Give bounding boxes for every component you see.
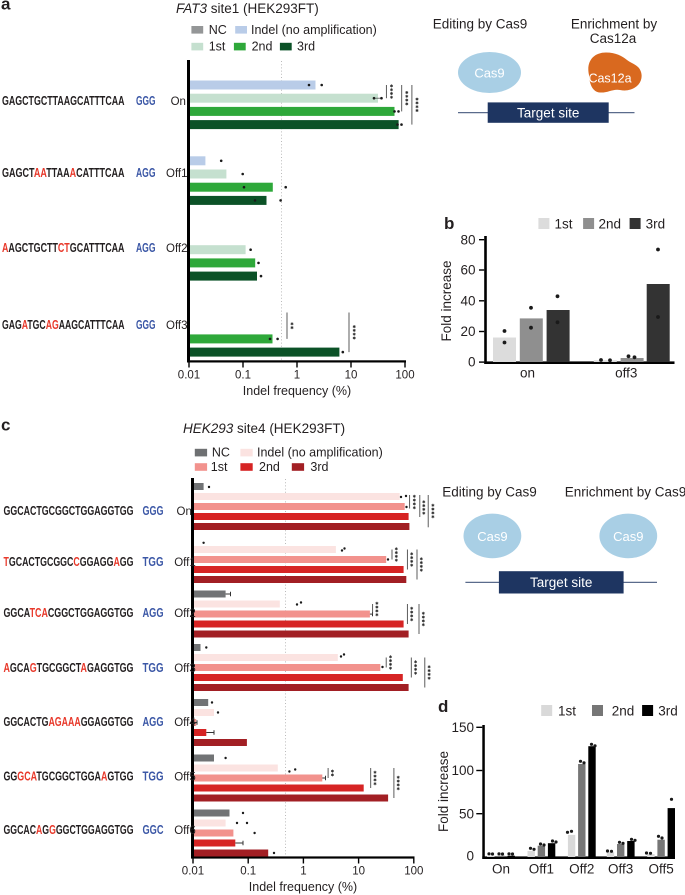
- svg-text:TGCACTGCGGCCGGAGGAGG: TGCACTGCGGCCGGAGGAGG: [4, 554, 134, 569]
- svg-text:100: 100: [451, 763, 474, 778]
- svg-text:on: on: [520, 366, 535, 381]
- svg-text:GGCACTGCGGCTGGAGGTGG: GGCACTGCGGCTGGAGGTGG: [4, 503, 134, 518]
- svg-text:HEK293 site4 (HEK293FT): HEK293 site4 (HEK293FT): [183, 421, 345, 436]
- svg-text:0.1: 0.1: [240, 866, 256, 878]
- svg-text:Off2: Off2: [174, 608, 196, 620]
- svg-text:2nd: 2nd: [252, 39, 273, 53]
- svg-text:AGG: AGG: [143, 714, 164, 729]
- svg-text:On: On: [177, 506, 192, 518]
- svg-text:0: 0: [466, 849, 474, 864]
- svg-text:AGG: AGG: [136, 165, 156, 180]
- svg-text:On: On: [171, 96, 186, 108]
- svg-text:GGCACTGAGAAAGGAGGTGG: GGCACTGAGAAAGGAGGTGG: [4, 714, 134, 729]
- svg-text:GAGCTGCTTAAGCATTTCAA: GAGCTGCTTAAGCATTTCAA: [2, 93, 125, 108]
- svg-text:Indel frequency (%): Indel frequency (%): [249, 880, 357, 894]
- svg-text:TGG: TGG: [143, 768, 164, 783]
- svg-text:GAGATGCAGAAGCATTTCAA: GAGATGCAGAAGCATTTCAA: [2, 317, 125, 332]
- svg-text:GGGCATGCGGCTGGAAGTGG: GGGCATGCGGCTGGAAGTGG: [4, 768, 134, 783]
- svg-text:GGG: GGG: [143, 503, 164, 518]
- svg-text:GGCACAGGGGCTGGAGGTGG: GGCACAGGGGCTGGAGGTGG: [4, 822, 134, 837]
- svg-text:40: 40: [460, 293, 475, 308]
- svg-text:100: 100: [395, 370, 414, 382]
- svg-text:Enrichment by Cas9: Enrichment by Cas9: [565, 485, 685, 500]
- svg-text:GGCATCACGGCTGGAGGTGG: GGCATCACGGCTGGAGGTGG: [4, 605, 134, 620]
- svg-text:AAGCTGCTTCTGCATTTCAA: AAGCTGCTTCTGCATTTCAA: [2, 240, 125, 255]
- svg-text:3rd: 3rd: [297, 39, 315, 53]
- svg-text:50: 50: [459, 806, 474, 821]
- svg-text:Cas12a: Cas12a: [588, 72, 631, 86]
- svg-text:Off1: Off1: [166, 168, 188, 180]
- svg-text:3rd: 3rd: [646, 217, 666, 232]
- svg-text:GAGCTAATTAAACATTTCAA: GAGCTAATTAAACATTTCAA: [2, 165, 125, 180]
- svg-text:Off3: Off3: [166, 320, 188, 332]
- svg-text:0: 0: [468, 355, 476, 370]
- svg-text:Off1: Off1: [174, 557, 196, 569]
- svg-text:Cas9: Cas9: [613, 529, 643, 544]
- svg-text:0.01: 0.01: [178, 370, 200, 382]
- svg-text:GGG: GGG: [136, 317, 156, 332]
- svg-text:Off1: Off1: [529, 862, 554, 877]
- svg-text:Indel frequency (%): Indel frequency (%): [243, 384, 351, 398]
- svg-text:Cas9: Cas9: [477, 529, 507, 544]
- svg-text:100: 100: [404, 866, 423, 878]
- svg-text:off3: off3: [615, 366, 637, 381]
- svg-text:b: b: [444, 214, 454, 233]
- svg-text:2nd: 2nd: [599, 217, 622, 232]
- svg-text:Off6: Off6: [174, 825, 196, 837]
- svg-text:Indel (no amplification): Indel (no amplification): [257, 445, 383, 459]
- svg-text:Cas12a: Cas12a: [590, 31, 637, 46]
- svg-text:FAT3 site1 (HEK293FT): FAT3 site1 (HEK293FT): [176, 1, 319, 16]
- svg-text:AGG: AGG: [136, 240, 156, 255]
- svg-text:On: On: [492, 862, 510, 877]
- svg-text:NC: NC: [212, 445, 230, 459]
- svg-text:Target site: Target site: [517, 105, 579, 120]
- svg-text:0.01: 0.01: [182, 866, 204, 878]
- svg-text:AGCAGTGCGGCTAGAGGTGG: AGCAGTGCGGCTAGAGGTGG: [4, 660, 134, 675]
- svg-text:3rd: 3rd: [658, 704, 678, 719]
- svg-text:a: a: [1, 0, 11, 14]
- svg-text:c: c: [1, 416, 10, 435]
- svg-text:2nd: 2nd: [612, 704, 635, 719]
- svg-text:60: 60: [460, 263, 475, 278]
- svg-text:20: 20: [460, 324, 475, 339]
- svg-text:NC: NC: [209, 23, 227, 37]
- svg-text:Off2: Off2: [569, 862, 594, 877]
- svg-text:1: 1: [300, 866, 306, 878]
- svg-text:1st: 1st: [211, 460, 228, 474]
- svg-text:Fold increase: Fold increase: [436, 751, 451, 832]
- svg-text:Off5: Off5: [648, 862, 673, 877]
- svg-text:Enrichment by: Enrichment by: [571, 17, 658, 32]
- svg-text:Indel (no amplification): Indel (no amplification): [251, 23, 377, 37]
- svg-text:Off3: Off3: [174, 663, 196, 675]
- svg-text:GGG: GGG: [136, 93, 156, 108]
- svg-text:2nd: 2nd: [259, 460, 280, 474]
- svg-text:1st: 1st: [558, 704, 576, 719]
- svg-text:1: 1: [294, 370, 300, 382]
- svg-text:GGC: GGC: [143, 822, 164, 837]
- svg-text:Off3: Off3: [608, 862, 633, 877]
- svg-text:0.1: 0.1: [235, 370, 251, 382]
- svg-text:TGG: TGG: [143, 660, 164, 675]
- svg-text:Target site: Target site: [530, 575, 592, 590]
- svg-text:Editing by Cas9: Editing by Cas9: [442, 485, 537, 500]
- svg-text:1st: 1st: [555, 217, 573, 232]
- svg-text:3rd: 3rd: [310, 460, 328, 474]
- svg-text:10: 10: [345, 370, 358, 382]
- svg-text:Fold increase: Fold increase: [439, 260, 454, 341]
- svg-text:Cas9: Cas9: [474, 66, 504, 81]
- svg-text:TGG: TGG: [143, 554, 164, 569]
- svg-text:1st: 1st: [209, 39, 226, 53]
- svg-text:80: 80: [460, 232, 475, 247]
- svg-text:d: d: [438, 697, 448, 716]
- svg-text:150: 150: [451, 720, 474, 735]
- svg-text:Editing by Cas9: Editing by Cas9: [433, 17, 528, 32]
- svg-text:Off4: Off4: [174, 717, 196, 729]
- svg-text:Off2: Off2: [166, 243, 188, 255]
- svg-text:10: 10: [352, 866, 365, 878]
- svg-text:AGG: AGG: [143, 605, 164, 620]
- svg-text:Off5: Off5: [174, 771, 196, 783]
